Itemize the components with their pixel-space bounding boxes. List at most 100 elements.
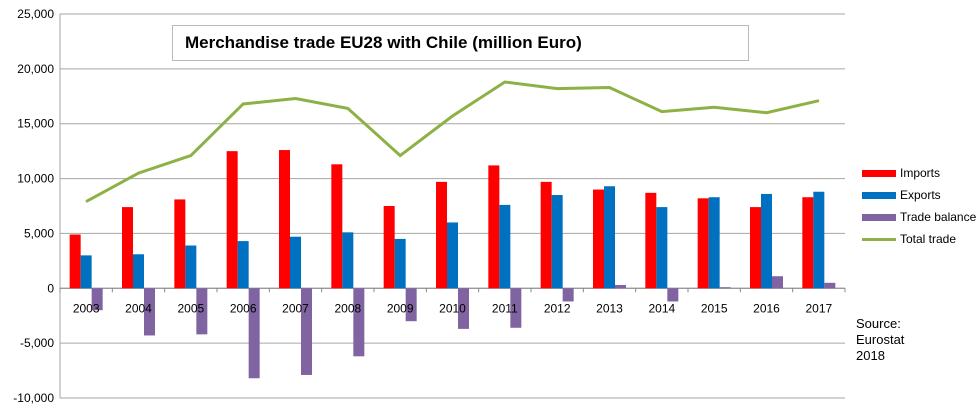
- legend-label: Trade balance: [900, 210, 977, 224]
- point-total-trade: [138, 172, 139, 174]
- legend-swatch: [862, 213, 896, 221]
- bar-exports: [656, 207, 668, 289]
- bar-imports: [331, 164, 343, 289]
- x-tick-label: 2008: [334, 301, 361, 315]
- bar-exports: [499, 204, 511, 289]
- bar-imports: [645, 192, 657, 289]
- point-total-trade: [242, 103, 244, 105]
- x-tick-label: 2016: [753, 301, 780, 315]
- x-tick-label: 2005: [177, 301, 204, 315]
- x-tick-label: 2014: [648, 301, 675, 315]
- x-tick-label: 2007: [282, 301, 309, 315]
- bar-exports: [80, 255, 92, 289]
- source-line: Source:: [856, 316, 901, 331]
- bar-imports: [436, 181, 447, 289]
- x-tick-label: 2003: [73, 301, 100, 315]
- y-tick-label: -10,000: [13, 391, 54, 405]
- point-total-trade: [85, 201, 87, 203]
- x-tick-label: 2006: [230, 301, 257, 315]
- point-total-trade: [556, 88, 558, 90]
- y-tick-label: 10,000: [17, 172, 54, 186]
- y-tick-label: 25,000: [17, 7, 54, 21]
- bar-exports: [133, 254, 144, 289]
- bar-imports: [174, 199, 186, 289]
- bar-trade-balance: [824, 282, 836, 289]
- bar-imports: [697, 198, 709, 289]
- bar-trade-balance: [772, 276, 783, 289]
- bar-exports: [447, 222, 458, 289]
- bar-imports: [540, 181, 552, 289]
- source-line: Eurostat: [856, 332, 905, 347]
- legend-label: Exports: [900, 188, 941, 202]
- point-total-trade: [347, 107, 349, 109]
- y-tick-label: 20,000: [17, 62, 54, 76]
- legend-swatch: [862, 169, 896, 177]
- legend-item-trade-balance: Trade balance: [862, 206, 976, 228]
- point-total-trade: [399, 155, 401, 157]
- x-tick-label: 2004: [125, 301, 152, 315]
- x-tick-label: 2011: [492, 301, 518, 315]
- point-total-trade: [661, 111, 663, 113]
- point-total-trade: [713, 106, 715, 108]
- bar-trade-balance: [615, 284, 626, 289]
- legend-item-imports: Imports: [862, 162, 976, 184]
- x-tick-label: 2012: [544, 301, 571, 315]
- bar-trade-balance: [91, 288, 103, 311]
- bar-exports: [551, 195, 563, 289]
- bar-trade-balance: [667, 288, 679, 302]
- bar-exports: [185, 245, 197, 289]
- bar-trade-balance: [719, 287, 731, 289]
- bar-imports: [122, 207, 133, 289]
- x-tick-label: 2017: [805, 301, 832, 315]
- bar-exports: [237, 241, 249, 289]
- point-total-trade: [766, 112, 767, 114]
- y-tick-label: 0: [47, 281, 54, 295]
- legend-item-exports: Exports: [862, 184, 976, 206]
- source-line: 2018: [856, 348, 885, 363]
- point-total-trade: [190, 155, 192, 157]
- y-tick-label: 5,000: [24, 226, 54, 240]
- bar-imports: [750, 207, 761, 289]
- point-total-trade: [818, 100, 820, 102]
- bar-exports: [290, 236, 301, 289]
- bar-imports: [593, 189, 604, 289]
- line-total-trade: [85, 80, 820, 203]
- source-note: Source: Eurostat 2018: [856, 316, 904, 364]
- bar-imports: [383, 206, 395, 289]
- bar-exports: [708, 197, 720, 289]
- x-tick-label: 2015: [701, 301, 728, 315]
- x-tick-label: 2013: [596, 301, 623, 315]
- bar-trade-balance: [353, 288, 365, 357]
- chart-title: Merchandise trade EU28 with Chile (milli…: [172, 25, 749, 61]
- bar-exports: [813, 191, 825, 289]
- bar-imports: [226, 151, 238, 289]
- legend-label: Total trade: [900, 232, 957, 246]
- bar-imports: [69, 234, 81, 289]
- bar-imports: [279, 150, 290, 289]
- x-tick-label: 2009: [387, 301, 414, 315]
- bar-exports: [342, 232, 354, 289]
- legend-swatch: [862, 191, 896, 199]
- bar-trade-balance: [510, 288, 522, 328]
- bar-imports: [802, 197, 814, 289]
- y-tick-label: 15,000: [17, 117, 54, 131]
- bar-trade-balance: [405, 288, 417, 322]
- bar-imports: [488, 165, 500, 289]
- bar-trade-balance: [562, 288, 574, 302]
- point-total-trade: [295, 97, 296, 99]
- legend: Imports Exports Trade balance Total trad…: [862, 162, 976, 250]
- bar-trade-balance: [196, 288, 208, 335]
- x-tick-label: 2010: [439, 301, 466, 315]
- legend-label: Imports: [900, 166, 941, 180]
- bar-trade-balance: [458, 288, 469, 329]
- bar-trade-balance: [144, 288, 155, 336]
- legend-item-total-trade: Total trade: [862, 228, 976, 250]
- y-tick-label: -5,000: [20, 336, 54, 350]
- point-total-trade: [609, 87, 610, 89]
- point-total-trade: [452, 115, 453, 117]
- bar-exports: [394, 238, 406, 289]
- bar-trade-balance: [301, 288, 312, 375]
- legend-swatch: [862, 237, 896, 241]
- bar-trade-balance: [248, 288, 260, 379]
